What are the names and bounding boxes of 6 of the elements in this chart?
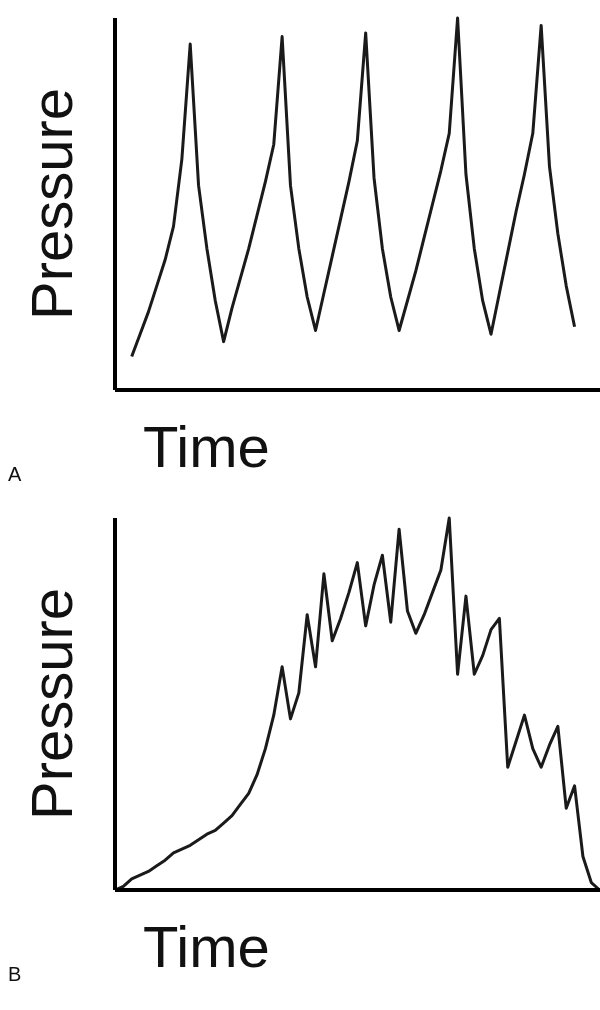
y-axis-title: Pressure: [18, 87, 84, 321]
text: A: [8, 463, 22, 486]
x-axis-title: Time: [143, 413, 270, 480]
y-axis-title: Pressure: [18, 587, 84, 821]
x-axis-title: Time: [143, 913, 270, 980]
text: B: [8, 963, 22, 986]
